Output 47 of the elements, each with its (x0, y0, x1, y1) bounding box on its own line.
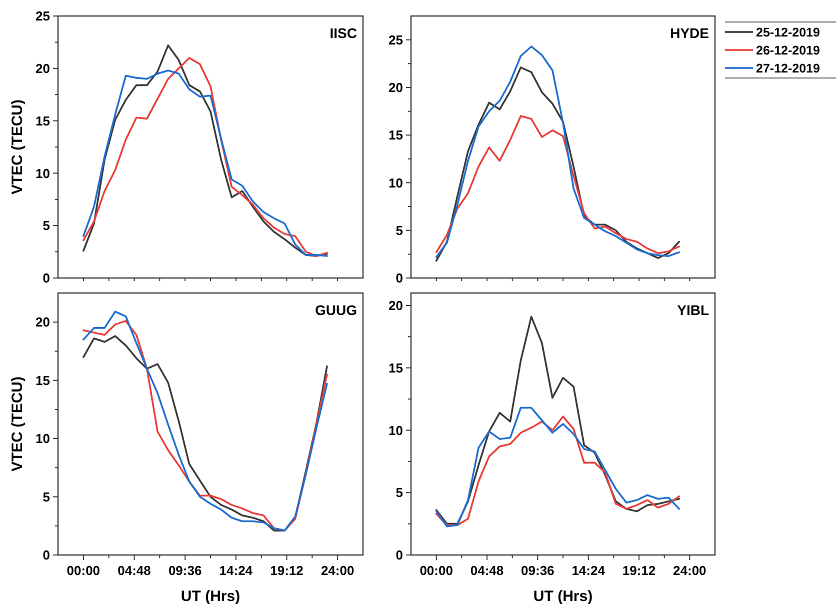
y-tick-label: 25 (388, 32, 403, 48)
y-tick-label: 10 (36, 431, 50, 446)
y-tick-label: 0 (42, 548, 50, 563)
y-tick-label: 15 (388, 360, 403, 376)
y-tick-label: 5 (396, 485, 403, 500)
y-tick-label: 25 (36, 8, 50, 24)
y-tick-label: 5 (396, 222, 403, 238)
y-tick-label: 0 (396, 270, 403, 286)
x-axis-title: UT (Hrs) (180, 588, 240, 604)
y-tick-label: 20 (388, 80, 403, 96)
x-tick-label: 09:36 (521, 563, 554, 578)
x-axis-title: UT (Hrs) (533, 588, 593, 604)
y-axis-title: VTEC (TECU) (9, 100, 26, 194)
y-tick-label: 5 (42, 218, 50, 234)
x-tick-label: 19:12 (270, 563, 304, 578)
x-tick-label: 14:24 (572, 563, 606, 578)
x-tick-label: 14:24 (219, 563, 254, 578)
x-tick-label: 09:36 (168, 563, 202, 578)
legend-label: 25-12-2019 (756, 25, 820, 40)
y-tick-label: 20 (36, 314, 50, 330)
x-tick-label: 04:48 (118, 563, 151, 578)
y-tick-label: 15 (36, 113, 50, 128)
y-tick-label: 5 (42, 489, 50, 504)
text: YIBL (677, 302, 710, 318)
y-axis-title: VTEC (TECU) (9, 376, 26, 472)
y-tick-label: 10 (36, 166, 50, 181)
legend-label: 26-12-2019 (756, 43, 820, 58)
x-tick-label: 24:00 (673, 563, 706, 578)
line-series (435, 316, 680, 525)
y-tick-label: 10 (388, 175, 403, 190)
x-tick-label: 24:00 (320, 563, 354, 578)
line-series (435, 115, 680, 254)
text: HYDE (670, 25, 709, 41)
y-tick-label: 10 (388, 422, 403, 438)
y-tick-label: 0 (42, 270, 50, 286)
legend-label: 27-12-2019 (756, 61, 820, 76)
x-tick-label: 04:48 (470, 563, 504, 578)
y-tick-label: 0 (396, 548, 403, 563)
y-tick-label: 15 (36, 372, 50, 388)
x-tick-label: 00:00 (420, 563, 453, 578)
y-tick-label: 15 (388, 128, 403, 143)
text: IISC (330, 25, 357, 41)
y-tick-label: 20 (36, 60, 50, 76)
text: GUUG (315, 302, 358, 318)
x-tick-label: 00:00 (66, 563, 100, 578)
x-tick-label: 19:12 (622, 563, 656, 578)
y-tick-label: 20 (388, 298, 403, 314)
